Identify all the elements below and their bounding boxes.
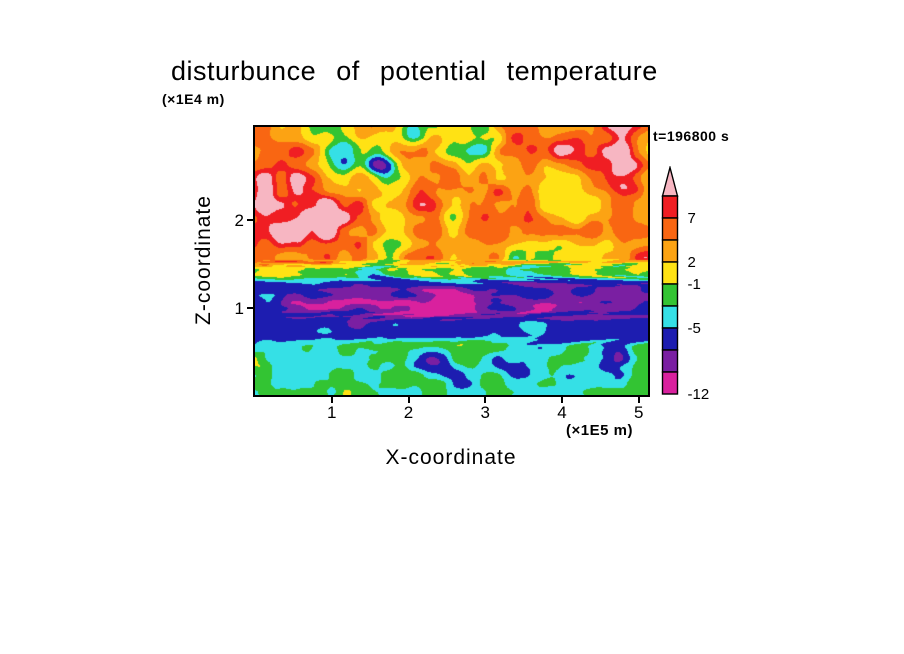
colorbar-segment xyxy=(661,371,679,395)
colorbar-segment xyxy=(661,217,679,241)
colorbar-segment xyxy=(661,327,679,351)
colorbar-label: 2 xyxy=(688,254,696,271)
colorbar-segment xyxy=(661,305,679,329)
heatmap-plot xyxy=(253,125,650,397)
colorbar-segment xyxy=(661,349,679,373)
colorbar-segment xyxy=(661,195,679,219)
x-tick-label: 3 xyxy=(480,403,490,422)
y-tick-mark xyxy=(247,219,253,222)
y-tick-mark xyxy=(247,306,253,309)
x-tick-label: 5 xyxy=(634,403,644,422)
x-axis-title: X-coordinate xyxy=(385,446,517,469)
colorbar-label: -1 xyxy=(688,276,701,293)
colorbar-label: -5 xyxy=(688,320,701,337)
colorbar-label: 7 xyxy=(688,210,696,227)
y-axis-unit-label: (×1E4 m) xyxy=(162,91,225,107)
time-label: t=196800 s xyxy=(653,128,730,144)
colorbar-label: -12 xyxy=(688,386,710,403)
x-axis-unit-label: (×1E5 m) xyxy=(566,422,633,439)
colorbar-segment xyxy=(661,261,679,285)
chart-title: disturbunce of potential temperature xyxy=(171,56,658,86)
x-tick-label: 2 xyxy=(403,403,414,422)
y-tick-label: 2 xyxy=(234,211,244,231)
x-tick-mark xyxy=(484,397,487,403)
colorbar: 7 2 -1 -5 -12 xyxy=(661,166,710,403)
colorbar-segment xyxy=(661,283,679,307)
colorbar-arrow xyxy=(661,166,679,197)
x-tick-label: 1 xyxy=(327,403,337,422)
heatmap-canvas xyxy=(255,127,648,395)
x-tick-mark xyxy=(330,397,333,403)
x-tick-mark xyxy=(561,397,564,403)
x-tick-mark xyxy=(637,397,640,403)
x-tick-mark xyxy=(407,397,410,403)
y-axis-title: Z-coordinate xyxy=(192,195,215,325)
x-tick-label: 4 xyxy=(557,403,567,422)
colorbar-segment xyxy=(661,239,679,263)
y-tick-label: 1 xyxy=(234,298,244,318)
